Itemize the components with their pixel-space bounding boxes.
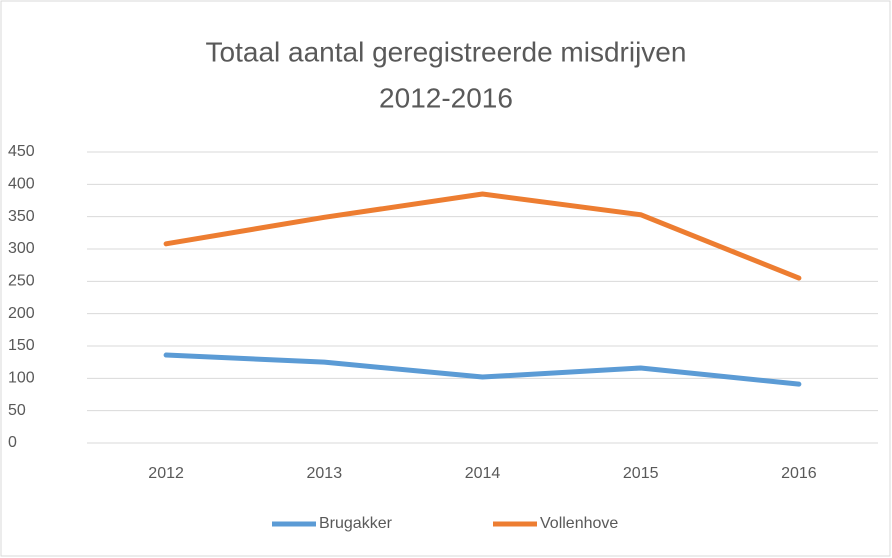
legend-label: Vollenhove — [540, 515, 618, 532]
legend-label: Brugakker — [319, 515, 393, 532]
y-tick-label: 350 — [8, 208, 35, 225]
x-tick-label: 2016 — [781, 465, 817, 482]
y-tick-label: 250 — [8, 273, 35, 290]
y-tick-label: 0 — [8, 434, 17, 451]
chart-title: 2012-2016 — [379, 82, 513, 113]
y-tick-label: 200 — [8, 305, 35, 322]
line-series — [163, 191, 802, 281]
x-tick-label: 2014 — [465, 465, 501, 482]
y-tick-label: 150 — [8, 337, 35, 354]
x-tick-label: 2015 — [623, 465, 659, 482]
x-tick-label: 2012 — [148, 465, 184, 482]
y-tick-label: 100 — [8, 370, 35, 387]
y-tick-label: 400 — [8, 176, 35, 193]
chart-title: Totaal aantal geregistreerde misdrijven — [206, 36, 687, 67]
y-tick-label: 50 — [8, 402, 26, 419]
line-series — [163, 352, 802, 387]
y-tick-label: 300 — [8, 240, 35, 257]
x-tick-label: 2013 — [307, 465, 343, 482]
y-tick-label: 450 — [8, 143, 35, 160]
